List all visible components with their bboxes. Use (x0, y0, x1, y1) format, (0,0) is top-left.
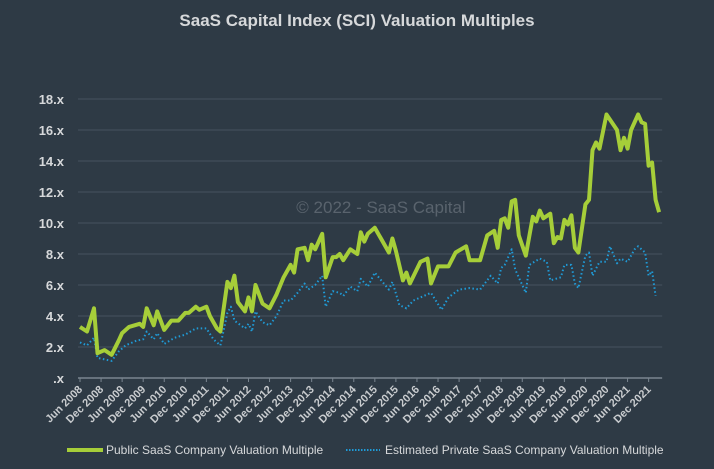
y-tick-label: .x (53, 371, 65, 386)
y-tick-label: 2.x (46, 340, 65, 355)
y-tick-label: 12.x (39, 185, 65, 200)
legend-label-public: Public SaaS Company Valuation Multiple (106, 443, 324, 457)
watermark: © 2022 - SaaS Capital (296, 198, 465, 217)
y-tick-label: 18.x (39, 92, 65, 107)
public-multiple-line (78, 112, 662, 357)
chart-title: SaaS Capital Index (SCI) Valuation Multi… (179, 11, 534, 30)
legend-label-private: Estimated Private SaaS Company Valuation… (385, 443, 664, 457)
y-tick-label: 14.x (39, 154, 65, 169)
y-tick-label: 10.x (39, 216, 65, 231)
private-multiple-line (79, 245, 657, 362)
legend: Public SaaS Company Valuation Multiple E… (67, 443, 664, 457)
y-tick-label: 8.x (46, 247, 65, 262)
y-tick-label: 16.x (39, 123, 65, 138)
y-tick-label: 6.x (46, 278, 65, 293)
y-axis: .x 2.x 4.x 6.x 8.x 10.x 12.x 14.x 16.x 18.x (39, 92, 65, 386)
series-lines (78, 112, 662, 362)
gridlines (78, 98, 663, 379)
y-tick-label: 4.x (46, 309, 65, 324)
